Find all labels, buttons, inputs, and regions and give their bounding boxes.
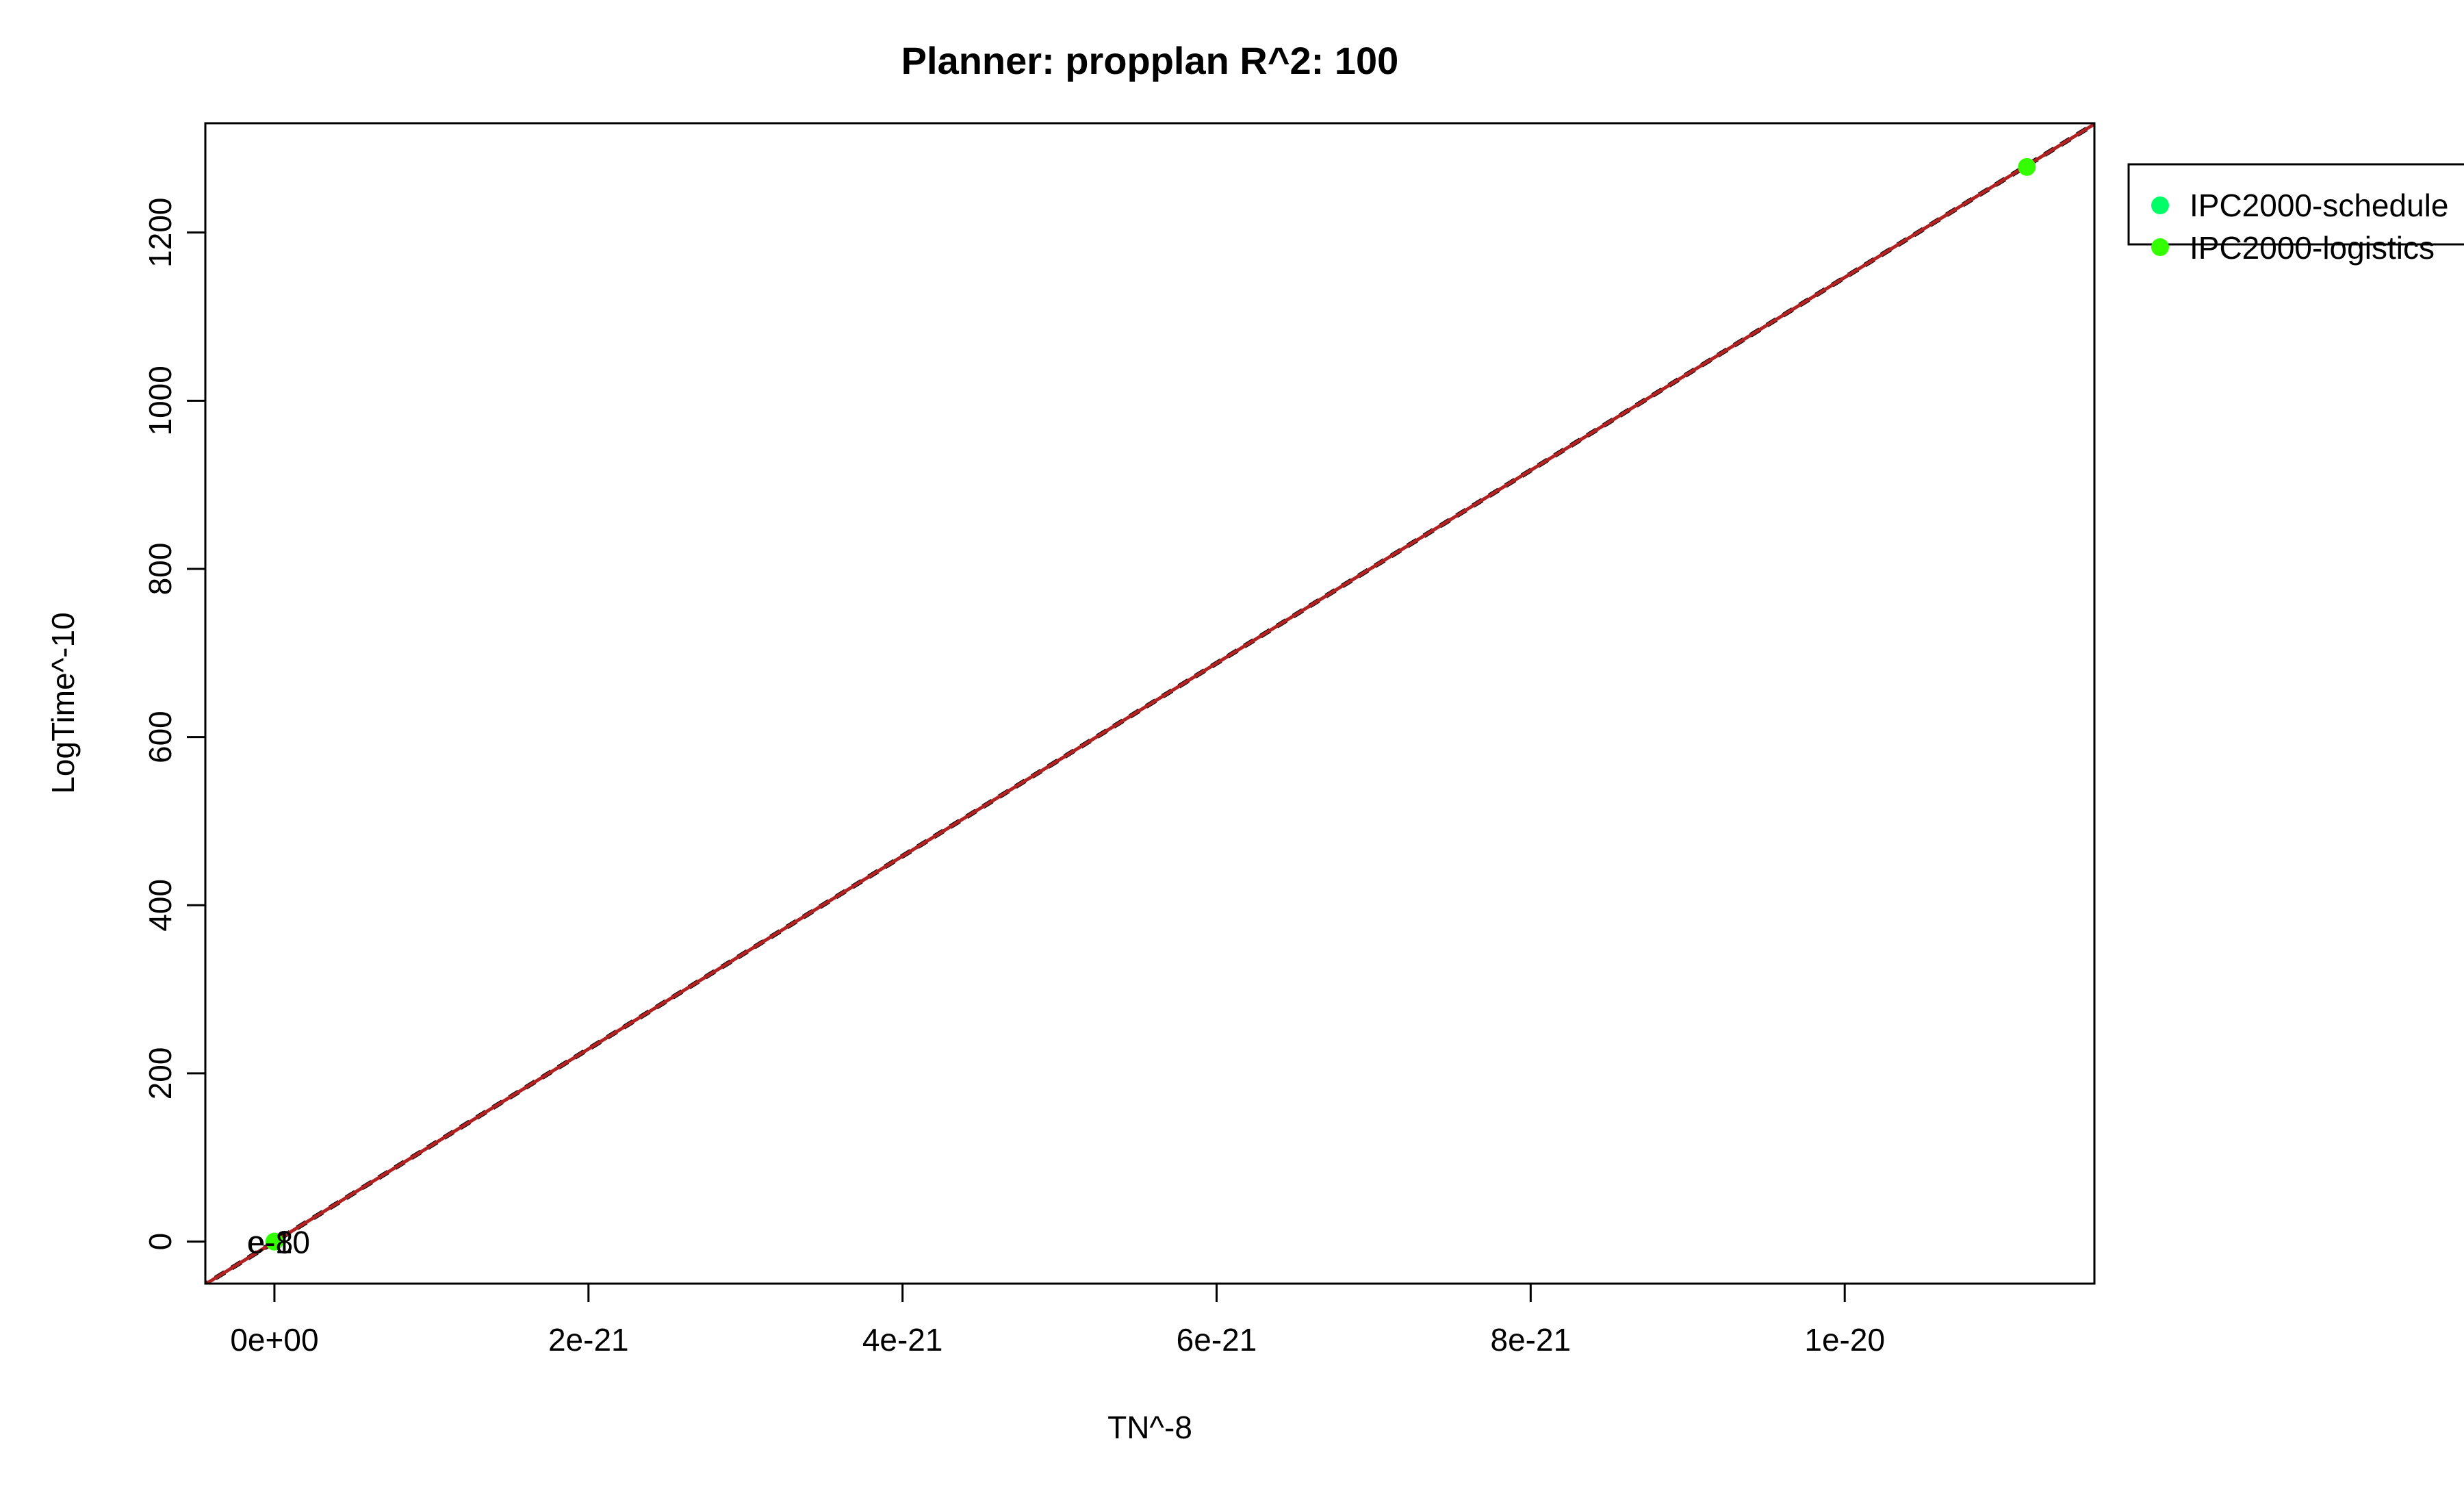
y-axis: 0 200 400 600 800 1000 1200 [142,198,205,1251]
y-tick-label: 600 [142,711,178,763]
data-points: e-8e-10 [247,157,2036,1260]
legend-marker-logistics [2151,238,2169,256]
x-axis-label: TN^-8 [1107,1410,1192,1445]
y-tick-label: 800 [142,543,178,596]
data-point [2018,157,2036,176]
fit-line-solid [205,123,2094,1284]
legend-box [2127,163,2464,246]
legend-marker-schedule [2151,196,2169,214]
y-axis-label: LogTime^-10 [45,612,81,793]
x-tick-label: 1e-20 [1804,1322,1885,1358]
x-tick-label: 4e-21 [862,1322,943,1358]
y-tick-label: 1200 [142,198,178,268]
x-tick-label: 2e-21 [548,1322,629,1358]
chart-title: Planner: propplan R^2: 100 [901,39,1399,82]
data-point [265,1232,283,1251]
y-tick-label: 200 [142,1047,178,1100]
fit-lines [205,123,2094,1284]
x-tick-label: 0e+00 [230,1322,318,1358]
legend-label-schedule: IPC2000-schedule [2190,188,2448,223]
x-tick-label: 6e-21 [1177,1322,1257,1358]
point-label: e-10 [247,1225,310,1260]
point-label: e-8 [248,1225,293,1260]
y-tick-label: 400 [142,879,178,932]
legend-label-logistics: IPC2000-logistics [2190,230,2435,266]
plot-frame [204,122,2096,1285]
x-tick-label: 8e-21 [1491,1322,1571,1358]
legend: IPC2000-schedule IPC2000-logistics [2127,163,2464,266]
y-tick-label: 1000 [142,366,178,435]
x-axis: 0e+00 2e-21 4e-21 6e-21 8e-21 1e-20 [230,1284,1885,1358]
y-tick-label: 0 [142,1233,178,1251]
